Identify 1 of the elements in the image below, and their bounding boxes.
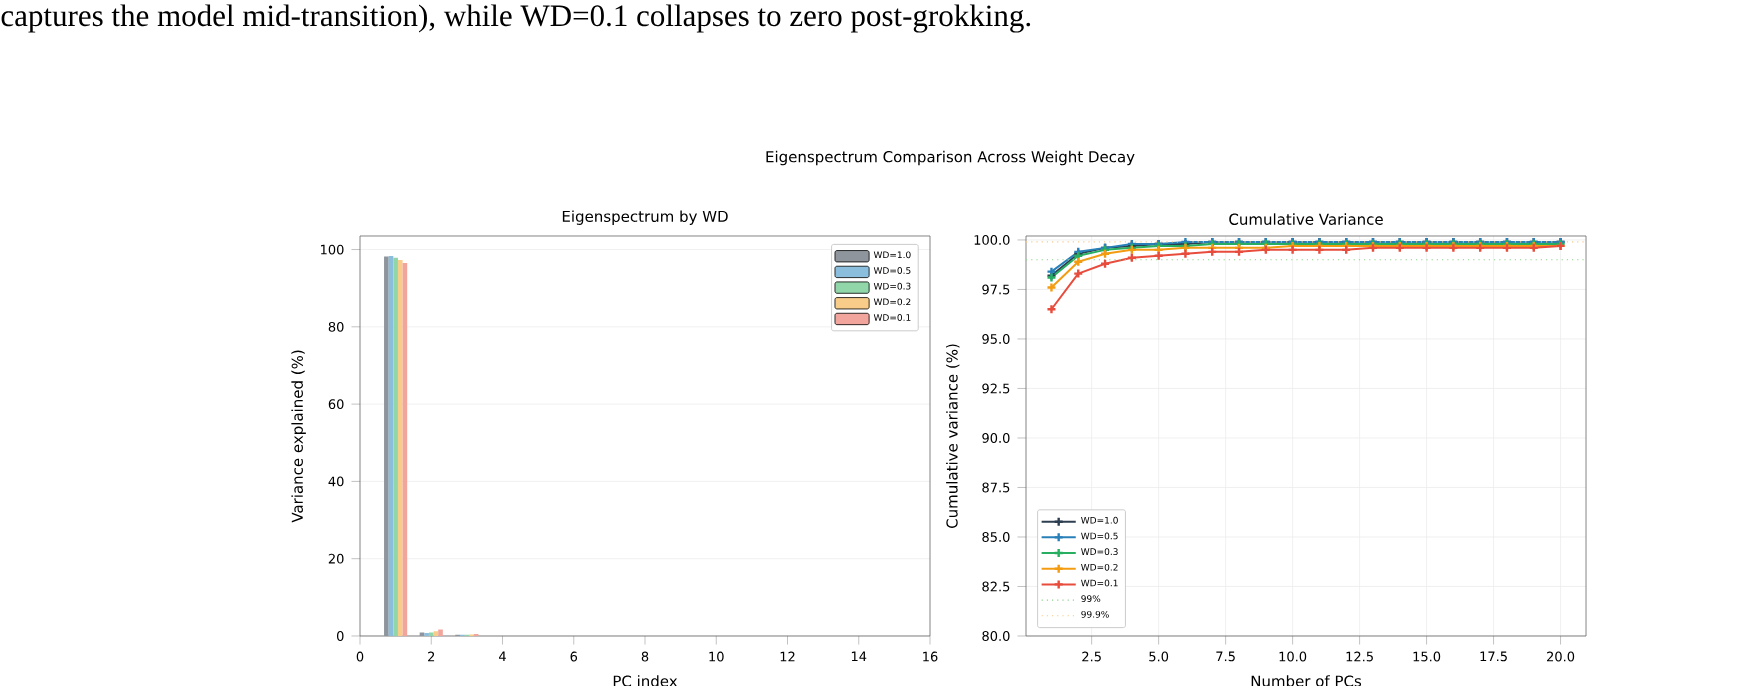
text: captures the model mid-transition), while WD=0.1 collapses to zero post-grokking.: [1, 4, 1031, 33]
